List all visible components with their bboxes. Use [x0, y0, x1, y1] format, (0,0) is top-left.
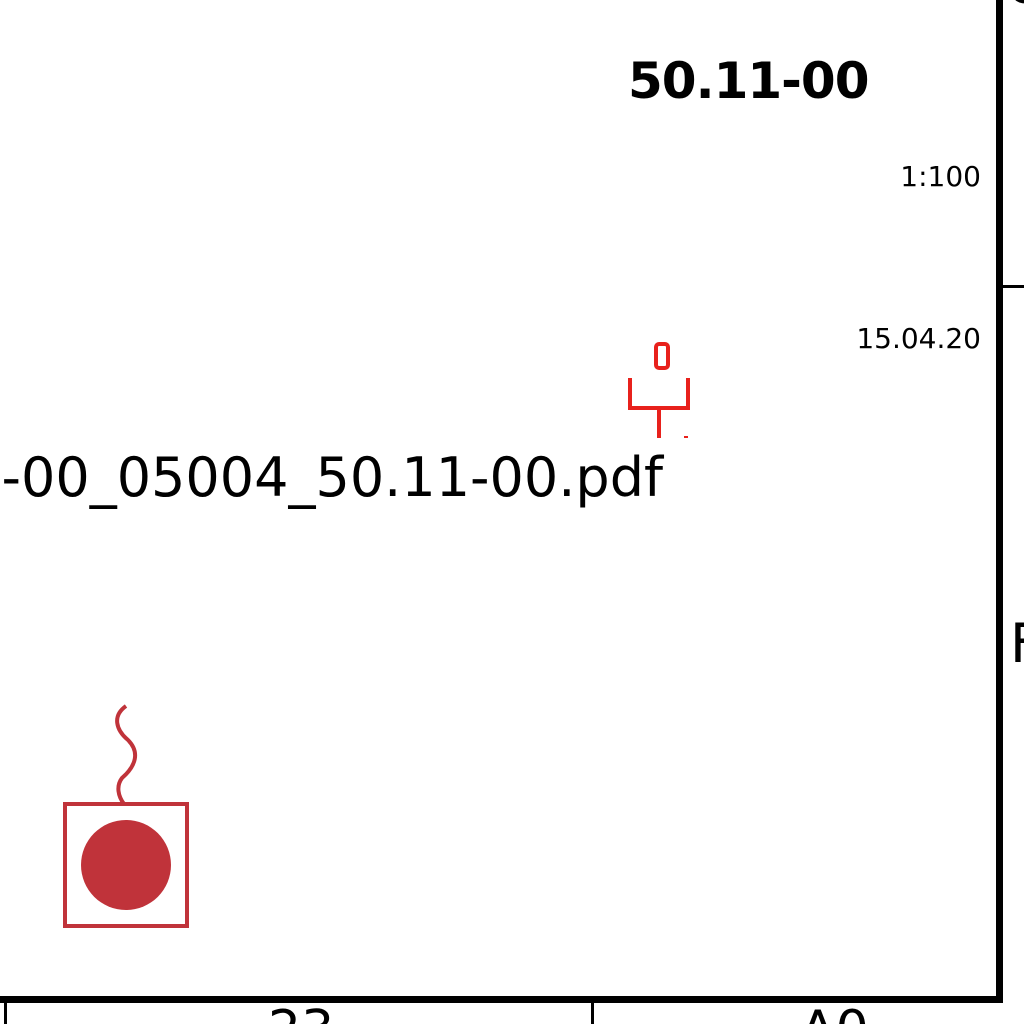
title-block-border-bottom	[0, 996, 1003, 1003]
grid-label-bottom-left: 23	[268, 1000, 334, 1024]
cut-off-label-middle: F	[1010, 612, 1024, 675]
grid-tick-left	[4, 1000, 7, 1024]
fixture-symbol-icon	[628, 342, 690, 438]
title-block-border-vertical	[996, 0, 1003, 1003]
heater-symbol-icon	[63, 704, 189, 928]
grid-tick-middle	[591, 1000, 594, 1024]
date-value: 15.04.20	[856, 322, 981, 355]
cut-off-label-top: C	[1007, 0, 1024, 14]
drawing-number: 50.11-00	[628, 52, 869, 110]
grid-label-bottom-right: A0	[800, 1000, 869, 1024]
title-block-divider	[1003, 285, 1024, 288]
file-name: n-00_05004_50.11-00.pdf	[0, 446, 663, 509]
scale-value: 1:100	[900, 160, 981, 193]
